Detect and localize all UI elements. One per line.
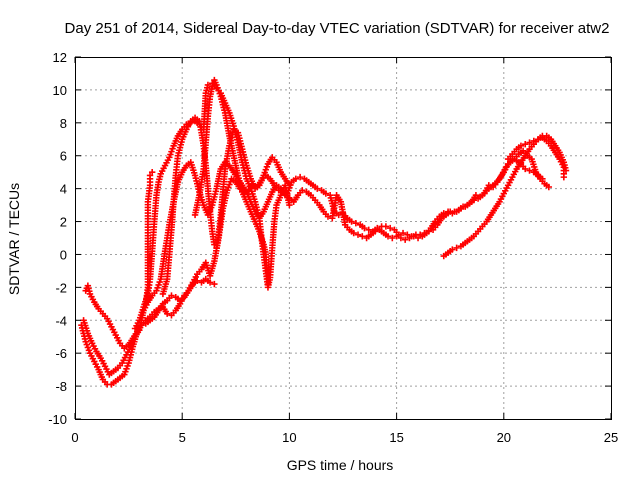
data-point-marker (449, 246, 456, 253)
axis-ticks: 0 5 10 15 20 25 -10 -8 -6 -4 -2 0 2 4 6 8 10 12 (48, 50, 618, 445)
data-point-marker (389, 234, 396, 242)
data-point-marker (530, 137, 538, 145)
data-point-marker (292, 175, 300, 182)
y-tick-label: 4 (60, 182, 67, 197)
data-point-marker (348, 218, 355, 225)
data-point-marker (324, 213, 332, 220)
y-tick-label: 10 (53, 83, 67, 98)
y-tick-label: 6 (60, 149, 67, 164)
data-point-marker (539, 175, 546, 182)
data-point-marker (163, 310, 171, 317)
y-tick-label: -2 (55, 280, 67, 295)
data-point-marker (148, 168, 156, 176)
data-point-marker (296, 173, 304, 181)
data-point-marker (314, 185, 321, 192)
data-point-marker (350, 229, 357, 237)
series-track-6 (159, 114, 293, 298)
plot-frame (75, 57, 612, 420)
x-tick-label: 5 (179, 430, 186, 445)
data-point-marker (354, 231, 362, 238)
x-tick-label: 0 (71, 430, 78, 445)
y-tick-label: -10 (48, 412, 67, 427)
data-point-marker (399, 229, 407, 237)
data-point-marker (545, 183, 553, 191)
y-tick-label: -8 (55, 379, 67, 394)
data-point-marker (562, 167, 570, 174)
data-point-marker (444, 208, 452, 215)
series-track-9 (504, 132, 570, 174)
data-point-marker (384, 233, 392, 240)
y-tick-label: 0 (60, 247, 67, 262)
data-point-marker (522, 141, 529, 148)
x-tick-label: 15 (389, 430, 403, 445)
data-point-marker (168, 292, 175, 299)
x-tick-label: 25 (604, 430, 618, 445)
series-track-7 (191, 76, 272, 288)
data-point-marker (286, 201, 293, 209)
data-point-marker (194, 277, 201, 284)
data-point-marker (206, 279, 214, 286)
data-point-marker (453, 244, 460, 252)
data-point-marker (526, 139, 533, 146)
data-point-marker (457, 205, 465, 212)
data-point-marker (517, 142, 525, 150)
data-point-marker (560, 173, 568, 181)
series-track-3 (82, 275, 218, 352)
data-point-marker (410, 233, 417, 240)
data-point-marker (359, 233, 366, 240)
gridlines (75, 57, 611, 419)
data-point-marker (522, 165, 529, 173)
data-point-marker (386, 224, 394, 232)
x-axis-label: GPS time / hours (287, 457, 394, 473)
chart-title: Day 251 of 2014, Sidereal Day-to-day VTE… (65, 20, 610, 37)
data-point-marker (211, 280, 218, 288)
y-tick-label: -4 (55, 313, 67, 328)
data-point-marker (361, 224, 368, 232)
data-point-marker (371, 228, 379, 235)
data-point-marker (322, 190, 330, 197)
data-point-marker (406, 234, 413, 242)
data-point-marker (404, 231, 411, 238)
data-point-marker (382, 223, 390, 230)
data-series (78, 76, 570, 388)
data-point-marker (299, 187, 306, 194)
data-point-marker (526, 167, 533, 174)
data-point-marker (401, 236, 409, 243)
data-point-marker (352, 219, 360, 227)
y-tick-label: 2 (60, 215, 67, 230)
data-point-marker (264, 280, 272, 288)
y-tick-label: 8 (60, 116, 67, 131)
data-point-marker (204, 81, 212, 89)
data-point-marker (470, 196, 477, 204)
data-point-marker (397, 234, 405, 242)
x-tick-label: 20 (497, 430, 511, 445)
data-point-marker (440, 210, 447, 217)
y-axis-label: SDTVAR / TECUs (6, 183, 22, 295)
data-point-marker (209, 83, 216, 90)
data-point-marker (365, 226, 372, 233)
series-track-5 (142, 168, 156, 308)
data-point-marker (414, 234, 422, 242)
data-point-marker (146, 172, 154, 179)
x-tick-label: 10 (282, 430, 296, 445)
data-point-marker (393, 233, 400, 240)
data-point-marker (472, 192, 480, 199)
data-point-marker (286, 182, 293, 189)
data-point-marker (449, 210, 456, 217)
y-tick-label: -6 (55, 346, 67, 361)
y-tick-label: 12 (53, 50, 67, 65)
